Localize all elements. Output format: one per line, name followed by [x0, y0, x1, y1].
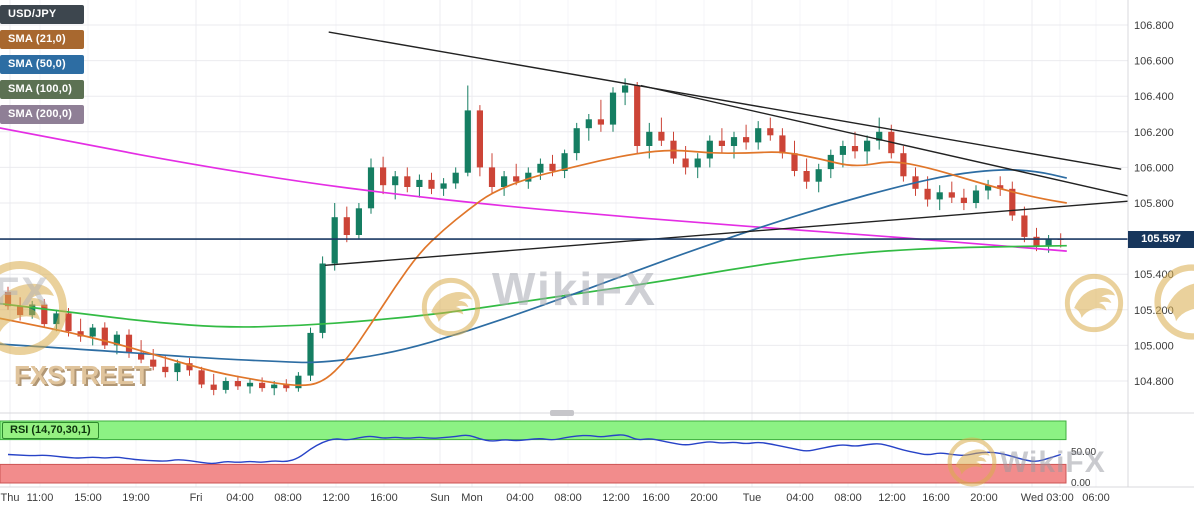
time-axis-label: 04:00 — [786, 492, 814, 504]
price-axis-label: 105.800 — [1134, 198, 1174, 210]
time-axis-label: 20:00 — [970, 492, 998, 504]
rsi-oversold-band — [0, 463, 1067, 484]
price-axis-label: 106.000 — [1134, 162, 1174, 174]
time-axis-label: 15:00 — [74, 492, 102, 504]
symbol-badge[interactable]: USD/JPY — [0, 5, 84, 24]
time-axis-label: 16:00 — [370, 492, 398, 504]
legend-sma-100[interactable]: SMA (100,0) — [0, 80, 84, 99]
time-axis-label: 08:00 — [274, 492, 302, 504]
price-axis-label: 106.200 — [1134, 127, 1174, 139]
time-axis-label: 16:00 — [922, 492, 950, 504]
price-axis-label: 106.600 — [1134, 56, 1174, 68]
time-axis-label: 08:00 — [554, 492, 582, 504]
trendline-resistance-lower — [640, 84, 1129, 197]
indicator-legend: USD/JPY SMA (21,0) SMA (50,0) SMA (100,0… — [0, 5, 84, 124]
panel-resize-handle[interactable] — [550, 410, 574, 416]
time-axis-label: 16:00 — [642, 492, 670, 504]
current-price-label: 105.597 — [1128, 231, 1194, 248]
rsi-line — [7, 434, 1061, 465]
price-axis-label: 105.000 — [1134, 340, 1174, 352]
sma-21-line — [0, 149, 1067, 387]
rsi-axis-label: 0.00 — [1071, 478, 1091, 489]
rsi-axis-label: 50.00 — [1071, 447, 1096, 458]
price-axis-label: 105.200 — [1134, 305, 1174, 317]
time-axis-label: 11:00 — [27, 492, 54, 504]
time-axis-label: Thu — [1, 492, 20, 504]
time-axis-label: 12:00 — [878, 492, 906, 504]
candles — [4, 78, 1064, 396]
trendline-support-ascending — [324, 200, 1129, 266]
time-axis-label: 20:00 — [690, 492, 718, 504]
legend-sma-21[interactable]: SMA (21,0) — [0, 30, 84, 49]
time-axis-label: Tue — [743, 492, 762, 504]
legend-sma-200[interactable]: SMA (200,0) — [0, 105, 84, 124]
time-axis-label: Wed — [1021, 492, 1043, 504]
time-axis-label: 03:00 — [1046, 492, 1074, 504]
trendline-resistance-upper — [328, 31, 1122, 170]
price-axis-label: 106.400 — [1134, 91, 1174, 103]
price-axis-label: 106.800 — [1134, 20, 1174, 32]
time-axis-label: Mon — [461, 492, 482, 504]
sma-50-line — [0, 169, 1067, 364]
time-axis-label: 12:00 — [602, 492, 630, 504]
time-axis-label: Fri — [190, 492, 203, 504]
time-axis-label: 06:00 — [1082, 492, 1110, 504]
time-axis-label: 08:00 — [834, 492, 862, 504]
time-axis-label: 04:00 — [506, 492, 534, 504]
time-axis-label: Sun — [430, 492, 450, 504]
rsi-overbought-band — [0, 420, 1067, 441]
price-axis-label: 104.800 — [1134, 376, 1174, 388]
price-axis-label: 105.400 — [1134, 269, 1174, 281]
time-axis-label: 19:00 — [122, 492, 150, 504]
legend-sma-50[interactable]: SMA (50,0) — [0, 55, 84, 74]
time-axis-label: 04:00 — [226, 492, 254, 504]
legend-rsi[interactable]: RSI (14,70,30,1) — [2, 422, 99, 439]
time-axis-label: 12:00 — [322, 492, 350, 504]
sma-200-line — [0, 127, 1067, 252]
sma-100-line — [0, 244, 1067, 328]
